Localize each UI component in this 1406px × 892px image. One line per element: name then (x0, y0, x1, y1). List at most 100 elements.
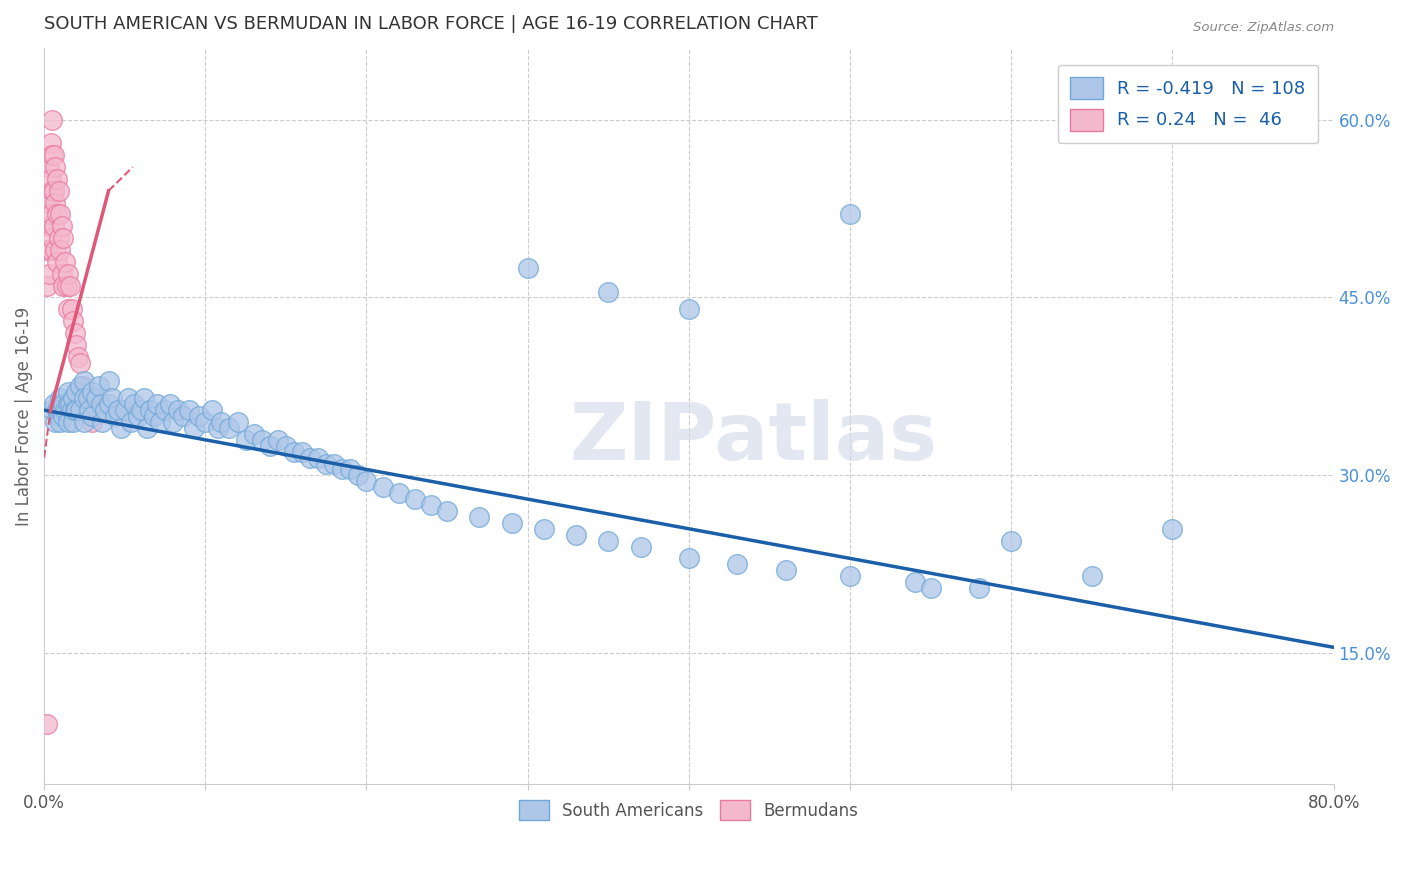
Text: Source: ZipAtlas.com: Source: ZipAtlas.com (1192, 21, 1334, 34)
Point (97, 397, 120, 411)
Point (436, 504, 458, 518)
Point (330, 462, 353, 476)
Point (51, 267, 73, 281)
Y-axis label: In Labor Force | Age 16-19: In Labor Force | Age 16-19 (15, 307, 32, 525)
Point (1000, 533, 1022, 548)
Point (38, 160, 60, 174)
Point (207, 421, 229, 435)
Point (91, 415, 114, 429)
Point (89, 397, 111, 411)
Point (183, 421, 205, 435)
Point (46, 403, 69, 417)
Point (142, 409, 165, 423)
Point (42, 219, 65, 234)
Point (242, 426, 264, 441)
Point (94, 403, 117, 417)
Point (598, 285, 620, 299)
Point (42, 148, 65, 162)
Point (839, 207, 862, 221)
Point (46, 172, 69, 186)
Point (66, 350, 89, 364)
Point (65, 385, 87, 400)
Point (187, 409, 209, 423)
Point (42, 397, 65, 411)
Point (58, 302, 80, 317)
Point (501, 516, 523, 530)
Point (194, 415, 217, 429)
Point (59, 397, 82, 411)
Point (53, 403, 76, 417)
Point (41, 403, 63, 417)
Point (65, 403, 87, 417)
Point (146, 397, 169, 411)
Point (48, 184, 70, 198)
Point (58, 385, 80, 400)
Point (49, 403, 72, 417)
Point (149, 415, 172, 429)
Point (58, 415, 80, 429)
Point (153, 403, 176, 417)
Point (598, 533, 620, 548)
Point (44, 243, 66, 257)
Point (533, 522, 555, 536)
Point (73, 392, 96, 406)
Point (162, 415, 184, 429)
Point (101, 392, 124, 406)
Point (39, 243, 62, 257)
Point (371, 480, 394, 494)
Point (307, 450, 329, 465)
Point (124, 397, 146, 411)
Point (136, 421, 159, 435)
Point (73, 374, 96, 388)
Point (209, 415, 232, 429)
Point (49, 243, 72, 257)
Point (44, 195, 66, 210)
Point (630, 540, 652, 554)
Point (129, 403, 152, 417)
Point (76, 392, 98, 406)
Point (274, 439, 297, 453)
Point (323, 457, 346, 471)
Text: ZIPatlas: ZIPatlas (569, 399, 938, 477)
Point (62, 415, 84, 429)
Point (63, 403, 86, 417)
Point (259, 439, 281, 453)
Point (179, 403, 201, 417)
Point (62, 392, 84, 406)
Point (44, 160, 66, 174)
Point (250, 433, 273, 447)
Point (46, 255, 69, 269)
Point (37, 243, 59, 257)
Point (117, 392, 139, 406)
Point (678, 551, 700, 566)
Point (69, 356, 91, 370)
Point (52, 231, 75, 245)
Point (52, 397, 75, 411)
Point (167, 403, 190, 417)
Point (48, 409, 70, 423)
Point (84, 392, 107, 406)
Point (725, 558, 748, 572)
Point (69, 403, 91, 417)
Point (678, 302, 700, 317)
Point (46, 207, 69, 221)
Point (39, 207, 62, 221)
Point (315, 457, 337, 471)
Point (58, 267, 80, 281)
Point (38, 267, 60, 281)
Point (1081, 569, 1104, 583)
Point (72, 379, 94, 393)
Point (42, 184, 65, 198)
Point (267, 433, 290, 447)
Point (468, 509, 491, 524)
Point (41, 231, 63, 245)
Point (73, 392, 96, 406)
Point (49, 207, 72, 221)
Point (73, 415, 96, 429)
Point (920, 581, 942, 595)
Point (839, 569, 862, 583)
Point (114, 403, 136, 417)
Point (107, 403, 129, 417)
Point (291, 444, 314, 458)
Point (39, 136, 62, 151)
